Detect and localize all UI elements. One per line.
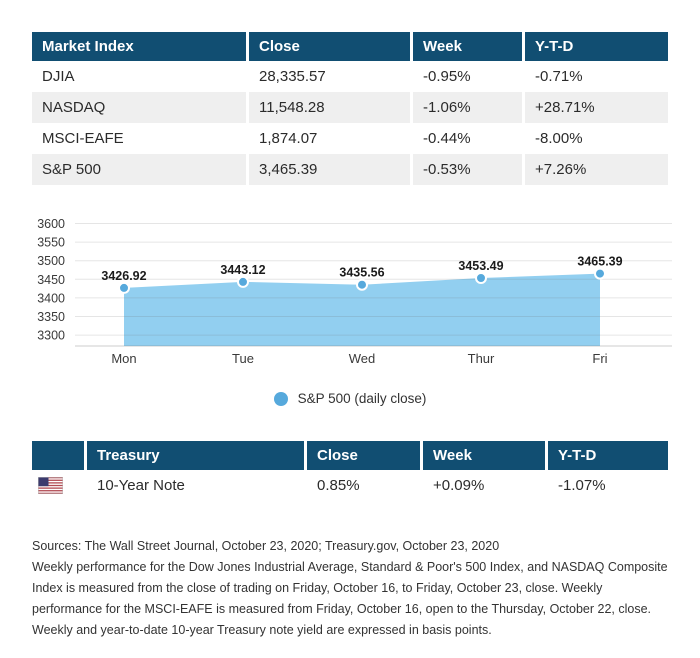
close-value: 28,335.57 [259, 68, 326, 85]
data-point-marker [356, 278, 368, 291]
close-value: 0.85% [317, 477, 360, 494]
table-row-nasdaq: NASDAQ 11,548.28 -1.06% +28.71% [32, 92, 668, 123]
data-point-label: 3465.39 [577, 255, 622, 269]
y-tick-label: 3550 [37, 236, 65, 250]
column-header-flag [32, 441, 84, 470]
sp500-area-chart: 3600 3550 3500 3450 3400 3350 3300 3426.92 3443.… [37, 217, 672, 366]
ytd-value: +7.26% [525, 154, 668, 185]
index-name: NASDAQ [32, 92, 246, 123]
column-header-week: Week [423, 441, 545, 470]
column-header-ytd: Y-T-D [548, 441, 668, 470]
week-value: -1.06% [413, 92, 522, 123]
table-row-sp500: S&P 500 3,465.39 -0.53% +7.26% [32, 154, 668, 185]
area-series [124, 273, 600, 346]
index-name: S&P 500 [32, 154, 246, 185]
methodology-note: Weekly performance for the Dow Jones Ind… [32, 560, 668, 637]
y-tick-label: 3350 [37, 310, 65, 324]
week-value: -0.53% [413, 154, 522, 185]
y-tick-label: 3500 [37, 254, 65, 268]
legend-label: S&P 500 (daily close) [297, 391, 427, 406]
y-tick-label: 3300 [37, 329, 65, 343]
footer-notes: Sources: The Wall Street Journal, Octobe… [32, 536, 672, 641]
week-value: -0.95% [423, 68, 471, 85]
treasury-table-header-row: Treasury Close Week Y-T-D [32, 441, 668, 470]
x-tick-label: Wed [349, 351, 376, 366]
close-value: 11,548.28 [249, 92, 410, 123]
data-point-marker [118, 281, 130, 294]
week-value: +0.09% [433, 477, 485, 494]
data-point-marker [594, 267, 606, 280]
data-point-label: 3443.12 [220, 263, 265, 277]
index-name: DJIA [42, 68, 75, 85]
data-point-marker [237, 275, 249, 288]
close-value: 1,874.07 [259, 130, 318, 147]
column-header-ytd: Y-T-D [525, 32, 668, 61]
column-header-treasury: Treasury [87, 441, 304, 470]
data-point-label: 3435.56 [339, 266, 384, 280]
ytd-value: -0.71% [535, 68, 583, 85]
index-name: MSCI-EAFE [42, 130, 124, 147]
ytd-value: -8.00% [535, 130, 583, 147]
column-header-market-index: Market Index [32, 32, 246, 61]
flag-cell [32, 470, 84, 501]
market-table-header-row: Market Index Close Week Y-T-D [32, 32, 668, 61]
table-row-djia: DJIA 28,335.57 -0.95% -0.71% [32, 61, 668, 92]
chart-legend: S&P 500 (daily close) [0, 391, 700, 406]
x-tick-label: Fri [592, 351, 607, 366]
week-value: -0.44% [423, 130, 471, 147]
close-value: 3,465.39 [249, 154, 410, 185]
data-point-label: 3453.49 [458, 259, 503, 273]
treasury-name: 10-Year Note [97, 477, 185, 494]
data-point-label: 3426.92 [101, 269, 146, 283]
y-tick-label: 3400 [37, 291, 65, 305]
table-row-10-year-note: 10-Year Note 0.85% +0.09% -1.07% [32, 470, 668, 501]
market-index-table: Market Index Close Week Y-T-D DJIA 28,33… [32, 32, 668, 185]
sources-line: Sources: The Wall Street Journal, Octobe… [32, 539, 500, 553]
x-tick-label: Mon [111, 351, 136, 366]
us-flag-icon [38, 477, 63, 494]
legend-marker-icon [273, 391, 288, 406]
column-header-close: Close [249, 32, 410, 61]
x-tick-label: Tue [232, 351, 254, 366]
treasury-table: Treasury Close Week Y-T-D [32, 441, 668, 501]
ytd-value: -1.07% [558, 477, 606, 494]
ytd-value: +28.71% [525, 92, 668, 123]
data-point-marker [475, 272, 487, 284]
y-tick-label: 3600 [37, 217, 65, 231]
x-tick-label: Thur [468, 351, 495, 366]
column-header-week: Week [413, 32, 522, 61]
column-header-close: Close [307, 441, 420, 470]
table-row-msci-eafe: MSCI-EAFE 1,874.07 -0.44% -8.00% [32, 123, 668, 154]
y-tick-label: 3450 [37, 273, 65, 287]
